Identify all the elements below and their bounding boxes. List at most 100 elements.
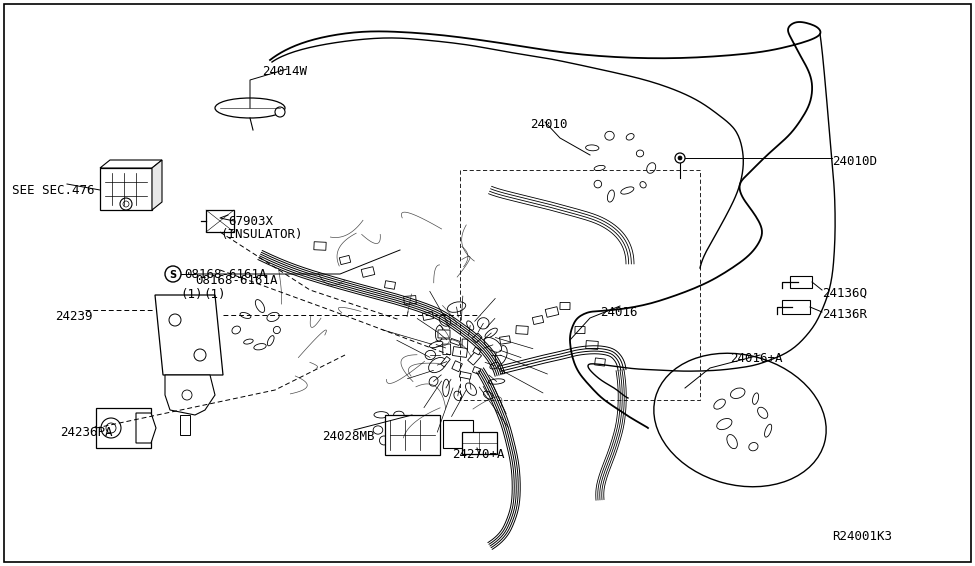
Polygon shape [152, 160, 162, 210]
Bar [782, 300, 810, 314]
Ellipse shape [429, 358, 447, 372]
Ellipse shape [730, 388, 745, 398]
Bar [385, 415, 440, 455]
Ellipse shape [244, 339, 254, 344]
Text: 08168-6161A: 08168-6161A [195, 274, 278, 287]
Ellipse shape [621, 187, 634, 194]
Bar [790, 276, 812, 288]
Ellipse shape [714, 399, 725, 409]
Circle shape [182, 390, 192, 400]
Polygon shape [459, 371, 471, 379]
Circle shape [194, 349, 206, 361]
Polygon shape [451, 361, 462, 372]
Ellipse shape [379, 436, 388, 445]
Text: (1): (1) [180, 288, 203, 301]
Ellipse shape [388, 437, 406, 446]
Text: 24016: 24016 [600, 306, 638, 319]
Ellipse shape [454, 391, 462, 401]
Polygon shape [404, 295, 416, 305]
Polygon shape [532, 315, 544, 324]
Ellipse shape [764, 424, 771, 437]
Polygon shape [462, 339, 468, 350]
Ellipse shape [436, 325, 443, 341]
Text: 24136Q: 24136Q [822, 287, 867, 300]
Polygon shape [100, 160, 162, 168]
Ellipse shape [255, 299, 264, 312]
Text: 24236PA: 24236PA [60, 426, 112, 439]
Circle shape [120, 198, 132, 210]
Ellipse shape [586, 145, 599, 151]
Ellipse shape [637, 150, 644, 157]
Polygon shape [441, 357, 450, 367]
Polygon shape [595, 358, 605, 366]
Text: 24028MB: 24028MB [322, 430, 374, 443]
Ellipse shape [646, 162, 656, 173]
Text: (INSULATOR): (INSULATOR) [220, 228, 302, 241]
Bar [443, 420, 473, 448]
Polygon shape [438, 330, 450, 338]
Ellipse shape [465, 383, 477, 396]
Polygon shape [180, 415, 190, 435]
Ellipse shape [594, 165, 605, 170]
Ellipse shape [443, 379, 449, 397]
Ellipse shape [485, 328, 497, 338]
Ellipse shape [607, 190, 614, 202]
Circle shape [165, 266, 181, 282]
Bar [100, 168, 152, 210]
Polygon shape [422, 312, 434, 320]
Polygon shape [165, 375, 215, 415]
Ellipse shape [440, 315, 450, 326]
Text: 24016+A: 24016+A [730, 352, 783, 365]
Polygon shape [339, 255, 351, 265]
Polygon shape [472, 333, 482, 343]
Bar [462, 432, 497, 454]
Circle shape [678, 156, 682, 160]
Polygon shape [384, 281, 396, 289]
Polygon shape [499, 336, 511, 344]
Ellipse shape [425, 350, 436, 359]
Ellipse shape [758, 407, 767, 418]
Ellipse shape [753, 393, 759, 404]
Ellipse shape [488, 379, 505, 384]
Polygon shape [155, 295, 223, 375]
Ellipse shape [640, 182, 646, 188]
Ellipse shape [394, 411, 404, 418]
Circle shape [169, 314, 181, 326]
Ellipse shape [484, 391, 493, 399]
Polygon shape [575, 327, 585, 333]
Text: 08168-6161A: 08168-6161A [184, 268, 266, 281]
Text: S: S [170, 270, 176, 280]
Text: SEE SEC.476: SEE SEC.476 [12, 184, 95, 197]
Text: 24136R: 24136R [822, 308, 867, 321]
Circle shape [275, 107, 285, 117]
Polygon shape [314, 242, 327, 250]
Text: 24270+A: 24270+A [452, 448, 504, 461]
Text: 24010: 24010 [530, 118, 567, 131]
Polygon shape [452, 346, 468, 358]
Circle shape [123, 201, 129, 207]
Ellipse shape [489, 363, 499, 369]
Ellipse shape [267, 336, 274, 346]
Polygon shape [560, 302, 570, 310]
Ellipse shape [594, 181, 602, 188]
Ellipse shape [478, 318, 489, 329]
Ellipse shape [373, 426, 383, 434]
Polygon shape [473, 367, 481, 374]
Circle shape [675, 153, 685, 163]
Polygon shape [450, 338, 460, 345]
Text: R24001K3: R24001K3 [832, 530, 892, 543]
Text: 67903X: 67903X [228, 215, 273, 228]
Polygon shape [443, 344, 450, 355]
Ellipse shape [467, 321, 474, 330]
Polygon shape [468, 351, 482, 365]
Text: 24010D: 24010D [832, 155, 877, 168]
Ellipse shape [448, 302, 466, 312]
Circle shape [101, 418, 121, 438]
Text: 24239: 24239 [55, 310, 93, 323]
Ellipse shape [726, 435, 737, 449]
Polygon shape [473, 347, 482, 355]
Ellipse shape [604, 131, 614, 140]
Ellipse shape [495, 346, 507, 365]
Ellipse shape [232, 326, 241, 334]
Ellipse shape [429, 341, 443, 348]
